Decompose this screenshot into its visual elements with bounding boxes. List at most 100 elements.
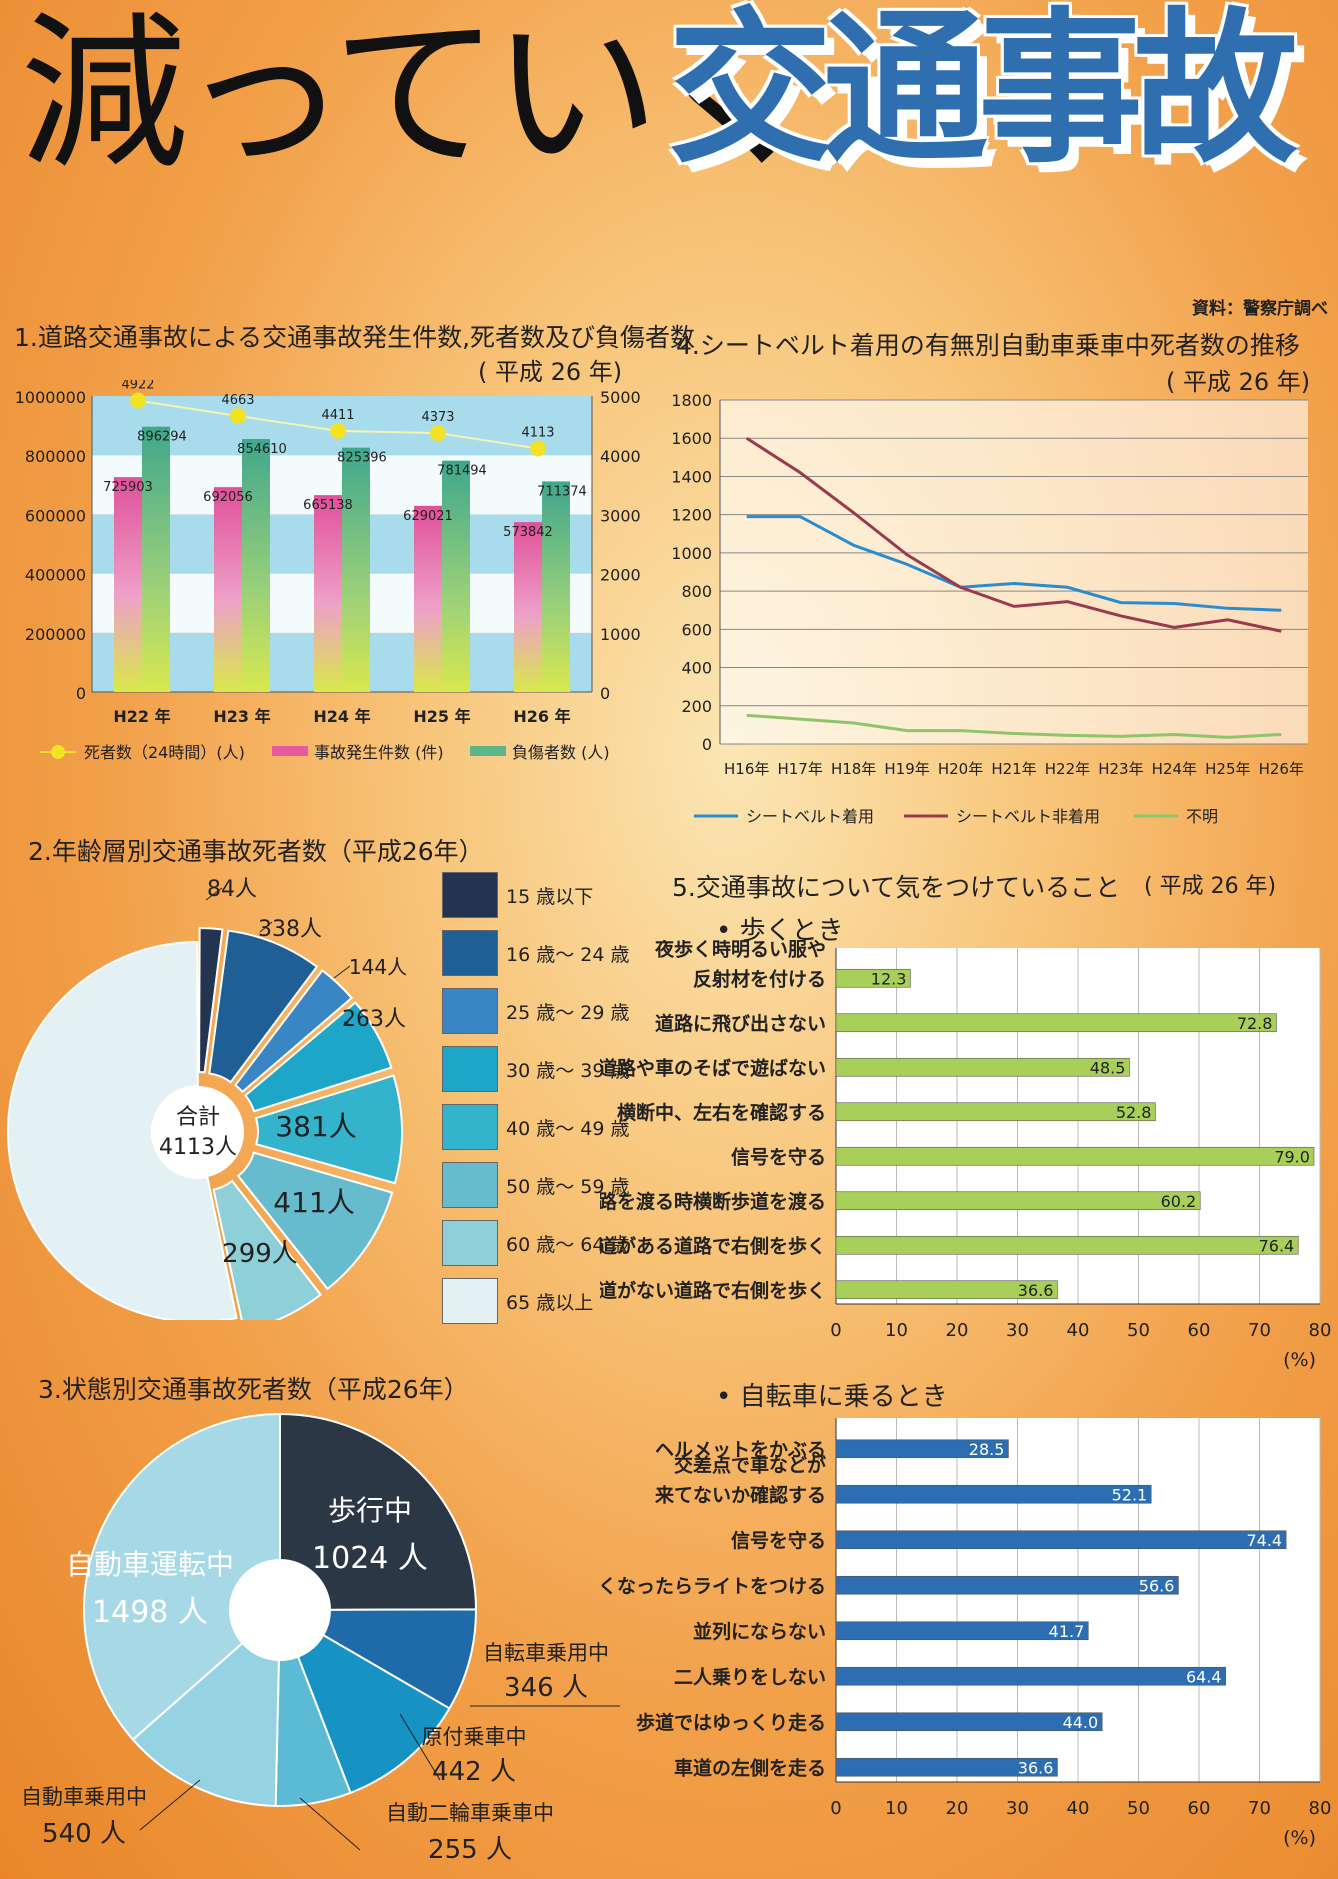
chart2-slice [212,1179,323,1320]
chart1-xtick: H25 年 [413,707,470,726]
chart4-ytick: 800 [681,582,712,601]
chart1-bar-accidents [314,495,342,692]
chart5b-value-label: 64.4 [1186,1667,1222,1686]
chart5a-category-label: 反射材を付ける [693,967,826,990]
chart2-legend-swatch [442,930,498,976]
chart4-ytick: 200 [681,697,712,716]
chart4-line-0 [746,515,1282,612]
chart3-outer-value: 255 人 [428,1835,512,1865]
chart5b-value-label: 28.5 [969,1440,1005,1459]
chart2-slice [243,1001,393,1113]
chart2-legend-swatch [442,1278,498,1324]
chart4-ytick: 600 [681,620,712,639]
chart3-outer-value: 346 人 [504,1673,588,1703]
chart1-legend-dot [51,745,65,759]
chart3-leader [139,1779,201,1831]
chart1-legend-inj-swatch [470,746,506,756]
chart1-label-injuries: 825396 [337,451,387,466]
chart2-slice-label: 411人 [273,1186,354,1219]
chart4-ytick: 1600 [671,429,712,448]
chart1-legend-acc-swatch [272,746,308,756]
chart5a-value-label: 12.3 [871,969,907,988]
chart1-legend-deaths: 死者数（24時間）(人) [84,743,245,762]
chart5a-xtick: 20 [946,1320,969,1341]
chart1-ytick-right: 1000 [600,625,641,644]
chart1-accidents-bar: 0 200000 400000 600000 800000 1000000 0 1000 200… [15,380,641,762]
chart2-legend-label: 50 歳～ 59 歳 [506,1176,630,1198]
section2-title: 2.年齢層別交通事故死者数（平成26年） [28,837,484,866]
section5-title: 5.交通事故について気をつけていること [672,873,1121,902]
chart5b-bar [835,1484,1152,1504]
chart4-xtick: H17年 [777,760,822,778]
chart5a-category-label: 歩道がない道路で右側を歩く [600,1279,826,1302]
chart5a-bar [835,1013,1277,1033]
title-accent: 交通事故 [668,0,1298,185]
chart1-label-injuries: 854610 [237,442,287,457]
chart2-legend-swatch [442,1046,498,1092]
chart4-xtick: H26年 [1259,760,1304,778]
chart5a-xtick: 30 [1006,1320,1029,1341]
chart5a-value-label: 52.8 [1116,1103,1152,1122]
chart1-bar-injuries [442,460,470,692]
chart1-deaths-point [530,440,546,457]
chart2-legend-label: 40 歳～ 49 歳 [506,1118,630,1140]
chart1-deaths-label: 4373 [421,410,454,425]
chart5a-category-label: 信号を守る [731,1145,826,1168]
chart1-label-injuries: 781494 [437,464,487,479]
chart5a-bar [835,1280,1058,1300]
chart3-label-walk-value: 1024 人 [312,1541,428,1576]
chart5a-value-label: 60.2 [1161,1192,1197,1211]
chart1-deaths-point [330,422,346,439]
chart1-label-accidents: 573842 [503,525,553,540]
chart2-legend-swatch [442,1220,498,1266]
chart1-label-injuries: 711374 [537,484,587,499]
chart5a-unit: (%) [1283,1349,1316,1371]
chart3-label-walk-name: 歩行中 [328,1494,412,1527]
chart1-label-injuries: 896294 [137,430,187,445]
chart5b-category-label: 歩道ではゆっくり走る [636,1711,826,1734]
chart1-deaths-label: 4411 [321,408,354,423]
chart5a-category-label: 歩道がある道路で右側を歩く [600,1234,826,1257]
chart4-ytick: 0 [702,735,712,754]
chart5a-category-label: 道路に飛び出さない [655,1012,826,1035]
chart5a-bar [835,1235,1299,1255]
chart3-outer-name: 自動二輪車乗車中 [386,1801,554,1825]
chart5a-xtick: 70 [1248,1320,1271,1341]
chart5a-value-label: 72.8 [1237,1014,1273,1033]
chart2-slice-label: 338人 [258,917,322,942]
chart5b-value-label: 41.7 [1049,1622,1085,1641]
chart5b-value-label: 52.1 [1112,1485,1148,1504]
chart5a-category-label: 横断中、左右を確認する [617,1101,826,1124]
chart2-slice [236,1151,394,1291]
chart1-deaths-label: 4113 [521,426,554,441]
chart1-xtick: H24 年 [313,707,370,726]
chart5a-bar [835,1191,1201,1211]
walk-heading: • 歩くとき [716,916,844,946]
chart5b-category-label: 並列にならない [693,1620,826,1643]
chart2-legend-label: 15 歳以下 [506,886,594,908]
chart3-leader [299,1797,361,1851]
chart4-xtick: H23年 [1098,760,1143,778]
chart2-center [152,1086,244,1178]
chart1-xtick: H23 年 [213,707,270,726]
chart3-leader [399,1713,441,1781]
chart2-legend-swatch [442,872,498,918]
chart1-bar-injuries [342,447,370,692]
chart2-legend-label: 25 歳～ 29 歳 [506,1002,630,1024]
chart1-deaths-point [230,407,246,424]
section5-subtitle: ( 平成 26 年) [1144,874,1277,899]
chart5b-xtick: 40 [1067,1798,1090,1819]
chart2-slice-label: 144人 [349,955,407,979]
chart5b-xtick: 70 [1248,1798,1271,1819]
chart5b-bar [835,1439,1009,1459]
chart5b-xtick: 80 [1309,1798,1332,1819]
chart5b-category-label: 信号を守る [731,1529,826,1552]
chart1-label-accidents: 665138 [303,498,353,513]
chart2-slice [233,968,354,1094]
chart5a-xtick: 80 [1309,1320,1332,1341]
chart1-ytick-left: 400000 [25,566,86,585]
chart5b-value-label: 36.6 [1018,1758,1054,1777]
chart4-xtick: H19年 [884,760,929,778]
